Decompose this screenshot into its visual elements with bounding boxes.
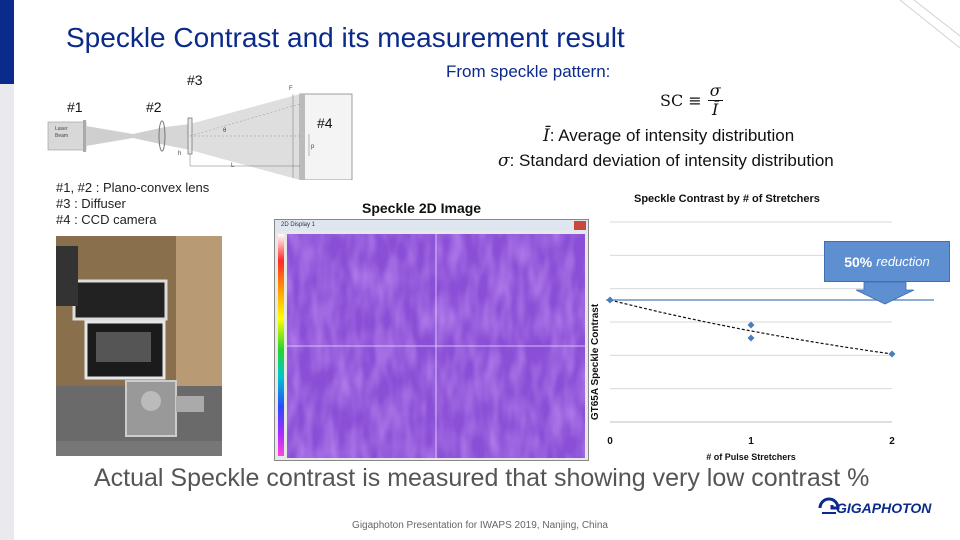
speckle-display-window: 2D Display 1: [274, 219, 589, 461]
setup-label-2: #2: [146, 99, 162, 115]
callout-text: reduction: [876, 254, 930, 269]
dim-h: h: [178, 151, 182, 157]
callout-arrow: [855, 281, 915, 305]
footer-text: Gigaphoton Presentation for IWAPS 2019, …: [352, 520, 608, 531]
sigma-symbol: σ: [498, 151, 510, 171]
slide-title: Speckle Contrast and its measurement res…: [66, 22, 625, 53]
speckle-contrast-formula: SC ≡ σ Ī: [660, 82, 723, 119]
y-axis-title: GT65A Speckle Contrast: [590, 303, 601, 420]
legend-camera: #4 : CCD camera: [56, 212, 157, 227]
dim-L: L: [231, 163, 235, 169]
formula-lhs: SC ≡: [660, 91, 702, 110]
logo-mark-icon: [818, 497, 840, 514]
x-tick-label: 1: [748, 436, 754, 447]
chart-title: Speckle Contrast by # of Stretchers: [634, 193, 820, 205]
mean-symbol: Ī: [543, 126, 550, 146]
setup-label-4: #4: [317, 115, 333, 131]
data-point: [888, 350, 896, 358]
legend-diffuser: #3 : Diffuser: [56, 196, 126, 211]
speckle-2d-image: [287, 234, 585, 458]
side-strip: [0, 84, 14, 540]
data-point: [747, 321, 755, 329]
data-point: [606, 296, 614, 304]
bottom-statement: Actual Speckle contrast is measured that…: [94, 464, 870, 492]
optical-setup-diagram: #1 #2 #3 #4 Laser Beam F h L p θ: [45, 70, 365, 181]
formula-numerator: σ: [707, 81, 723, 101]
formula-denominator: Ī: [712, 100, 719, 119]
speckle-image-title: Speckle 2D Image: [362, 200, 482, 216]
corner-decoration: [899, 0, 960, 49]
setup-label-3: #3: [187, 72, 203, 88]
laser-label: Laser: [55, 126, 68, 132]
mean-definition: : Average of intensity distribution: [549, 126, 795, 145]
setup-label-1: #1: [67, 99, 83, 115]
beam-label: Beam: [55, 133, 69, 139]
setup-legend: #1, #2 : Plano-convex lens #3 : Diffuser…: [56, 180, 209, 228]
legend-lens: #1, #2 : Plano-convex lens: [56, 180, 210, 195]
sigma-definition: : Standard deviation of intensity distri…: [509, 151, 834, 170]
definition-sigma: σ: Standard deviation of intensity distr…: [498, 151, 834, 171]
optical-setup-drawing: [47, 93, 353, 181]
window-close-button[interactable]: [574, 221, 586, 230]
window-titlebar: 2D Display 1: [275, 220, 588, 231]
dim-theta: θ: [223, 128, 227, 134]
logo-text: GIGAPHOTON: [836, 500, 932, 516]
setup-photo: [56, 236, 222, 456]
dim-F: F: [289, 86, 293, 92]
dim-p: p: [311, 144, 315, 150]
definition-mean: Ī: Average of intensity distribution: [543, 126, 794, 146]
x-tick-label: 0: [607, 436, 613, 447]
x-axis-title: # of Pulse Stretchers: [706, 452, 796, 462]
data-point: [747, 334, 755, 342]
speckle-contrast-chart: 0 1 2 # of Pulse Stretchers GT65A Speckle Co…: [590, 221, 934, 462]
gigaphoton-logo: GIGAPHOTON: [818, 493, 942, 523]
color-scale-bar: [278, 234, 284, 456]
callout-percent: 50%: [844, 253, 873, 270]
reduction-callout: 50% reduction: [824, 241, 950, 282]
title-accent-bar: [0, 0, 14, 84]
x-tick-label: 2: [889, 436, 895, 447]
formula-intro: From speckle pattern:: [446, 62, 611, 81]
formula-fraction: σ Ī: [707, 81, 723, 119]
